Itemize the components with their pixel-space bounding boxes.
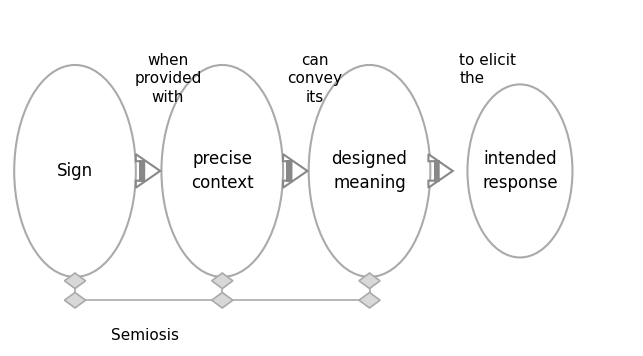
FancyArrow shape	[136, 154, 160, 188]
Polygon shape	[64, 273, 86, 289]
Text: Sign: Sign	[57, 162, 93, 180]
Polygon shape	[64, 292, 86, 308]
Text: to elicit
the: to elicit the	[459, 53, 516, 86]
Polygon shape	[212, 273, 233, 289]
Text: Semiosis: Semiosis	[111, 328, 179, 343]
Ellipse shape	[161, 65, 283, 277]
Polygon shape	[359, 273, 380, 289]
Text: designed
meaning: designed meaning	[332, 150, 408, 192]
FancyArrow shape	[428, 154, 453, 188]
Text: precise
context: precise context	[191, 150, 253, 192]
Bar	[139, 160, 144, 182]
Polygon shape	[359, 292, 380, 308]
Ellipse shape	[309, 65, 430, 277]
Bar	[286, 160, 291, 182]
Text: can
convey
its: can convey its	[287, 53, 343, 105]
Text: intended
response: intended response	[482, 150, 557, 192]
Bar	[433, 160, 439, 182]
Polygon shape	[212, 292, 233, 308]
Ellipse shape	[467, 84, 572, 257]
Ellipse shape	[14, 65, 136, 277]
Text: when
provided
with: when provided with	[134, 53, 201, 105]
FancyArrow shape	[283, 154, 307, 188]
